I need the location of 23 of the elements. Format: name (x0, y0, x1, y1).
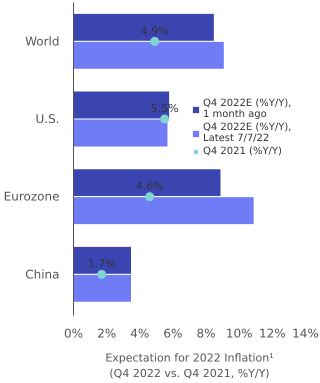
x-tick-label: 14% (292, 326, 319, 340)
legend-label: Q4 2022E (%Y/Y), Latest 7/7/22 (203, 122, 292, 144)
point (160, 114, 170, 124)
x-tick-label: 6% (163, 326, 182, 340)
data-label: 1.7% (88, 257, 116, 270)
x-tick-label: 12% (259, 326, 286, 340)
data-label: 4.6% (136, 180, 164, 193)
legend-label: Q4 2021 (%Y/Y) (203, 146, 282, 157)
point (145, 192, 154, 202)
y-tick-label: China (25, 267, 60, 282)
y-tick-label: World (25, 34, 60, 48)
x-tick-label: 10% (226, 326, 253, 340)
x-tick-label: 8% (196, 326, 216, 340)
x-tick-label: 4% (130, 326, 150, 340)
x-axis-title: Expectation for 2022 Inflation¹ (Q4 2022 vs. Q4 2021, %Y/Y) (105, 352, 274, 380)
point (97, 270, 106, 279)
data-label: 4.9% (140, 24, 169, 38)
x-tick-label: 0% (64, 326, 84, 340)
y-tick-label: U.S. (35, 112, 60, 126)
y-tick-label: Eurozone (4, 190, 60, 204)
x-tick-label: 2% (97, 326, 116, 340)
point (150, 36, 160, 46)
legend-label: Q4 2022E (%Y/Y), 1 month ago (203, 98, 292, 120)
